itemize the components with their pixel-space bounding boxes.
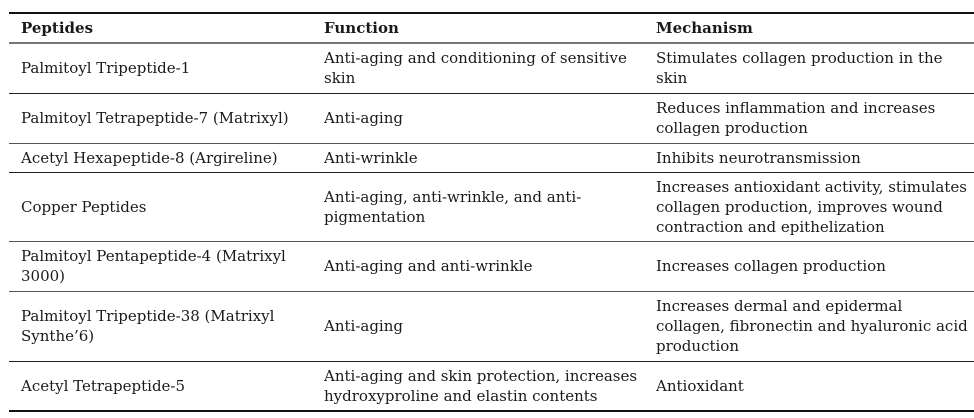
- cell-mechanism: Reduces inflammation and increases colla…: [656, 99, 936, 137]
- cell-mechanism: Stimulates collagen production in the sk…: [656, 49, 943, 88]
- cell-function: Anti-aging, anti-wrinkle, and anti-pigme…: [324, 187, 582, 226]
- table-row: Acetyl Tetrapeptide-5 Anti-aging and ski…: [9, 361, 974, 411]
- table-row: Palmitoyl Tetrapeptide-7 (Matrixyl) Anti…: [9, 93, 974, 143]
- header-peptides: Peptides: [21, 19, 94, 37]
- cell-mechanism: Increases collagen production: [656, 257, 886, 275]
- cell-mechanism: Increases antioxidant activity, stimulat…: [656, 177, 967, 236]
- header-mechanism: Mechanism: [656, 19, 753, 37]
- cell-function: Anti-wrinkle: [324, 148, 418, 167]
- peptides-table-container: Peptides Function Mechanism Palmitoyl Tr…: [9, 12, 974, 412]
- header-row: Peptides Function Mechanism: [9, 13, 974, 43]
- cell-peptide: Acetyl Tetrapeptide-5: [21, 376, 186, 395]
- cell-peptide: Palmitoyl Tripeptide-38 (Matrixyl Synthe…: [21, 307, 275, 345]
- cell-peptide: Palmitoyl Tetrapeptide-7 (Matrixyl): [21, 109, 289, 127]
- cell-peptide: Copper Peptides: [21, 197, 147, 216]
- table-row: Palmitoyl Tripeptide-1 Anti-aging and co…: [9, 43, 974, 93]
- cell-function: Anti-aging: [324, 317, 403, 335]
- cell-function: Anti-aging: [324, 109, 403, 127]
- table-body: Palmitoyl Tripeptide-1 Anti-aging and co…: [9, 43, 974, 411]
- table-row: Acetyl Hexapeptide-8 (Argireline) Anti-w…: [9, 143, 974, 172]
- table-row: Palmitoyl Pentapeptide-4 (Matrixyl 3000)…: [9, 241, 974, 291]
- cell-function: Anti-aging and conditioning of sensitive…: [324, 49, 627, 88]
- header-function: Function: [324, 19, 399, 37]
- cell-mechanism: Antioxidant: [656, 376, 744, 395]
- cell-peptide: Palmitoyl Pentapeptide-4 (Matrixyl 3000): [21, 247, 286, 285]
- cell-function: Anti-aging and skin protection, increase…: [324, 366, 638, 405]
- cell-mechanism: Increases dermal and epidermal collagen,…: [656, 297, 968, 355]
- table-row: Palmitoyl Tripeptide-38 (Matrixyl Synthe…: [9, 291, 974, 361]
- table-header: Peptides Function Mechanism: [9, 13, 974, 43]
- peptides-table: Peptides Function Mechanism Palmitoyl Tr…: [9, 12, 974, 412]
- cell-peptide: Acetyl Hexapeptide-8 (Argireline): [21, 148, 278, 167]
- table-row: Copper Peptides Anti-aging, anti-wrinkle…: [9, 172, 974, 241]
- cell-peptide: Palmitoyl Tripeptide-1: [21, 59, 191, 78]
- cell-mechanism: Inhibits neurotransmission: [656, 148, 861, 167]
- cell-function: Anti-aging and anti-wrinkle: [324, 257, 533, 275]
